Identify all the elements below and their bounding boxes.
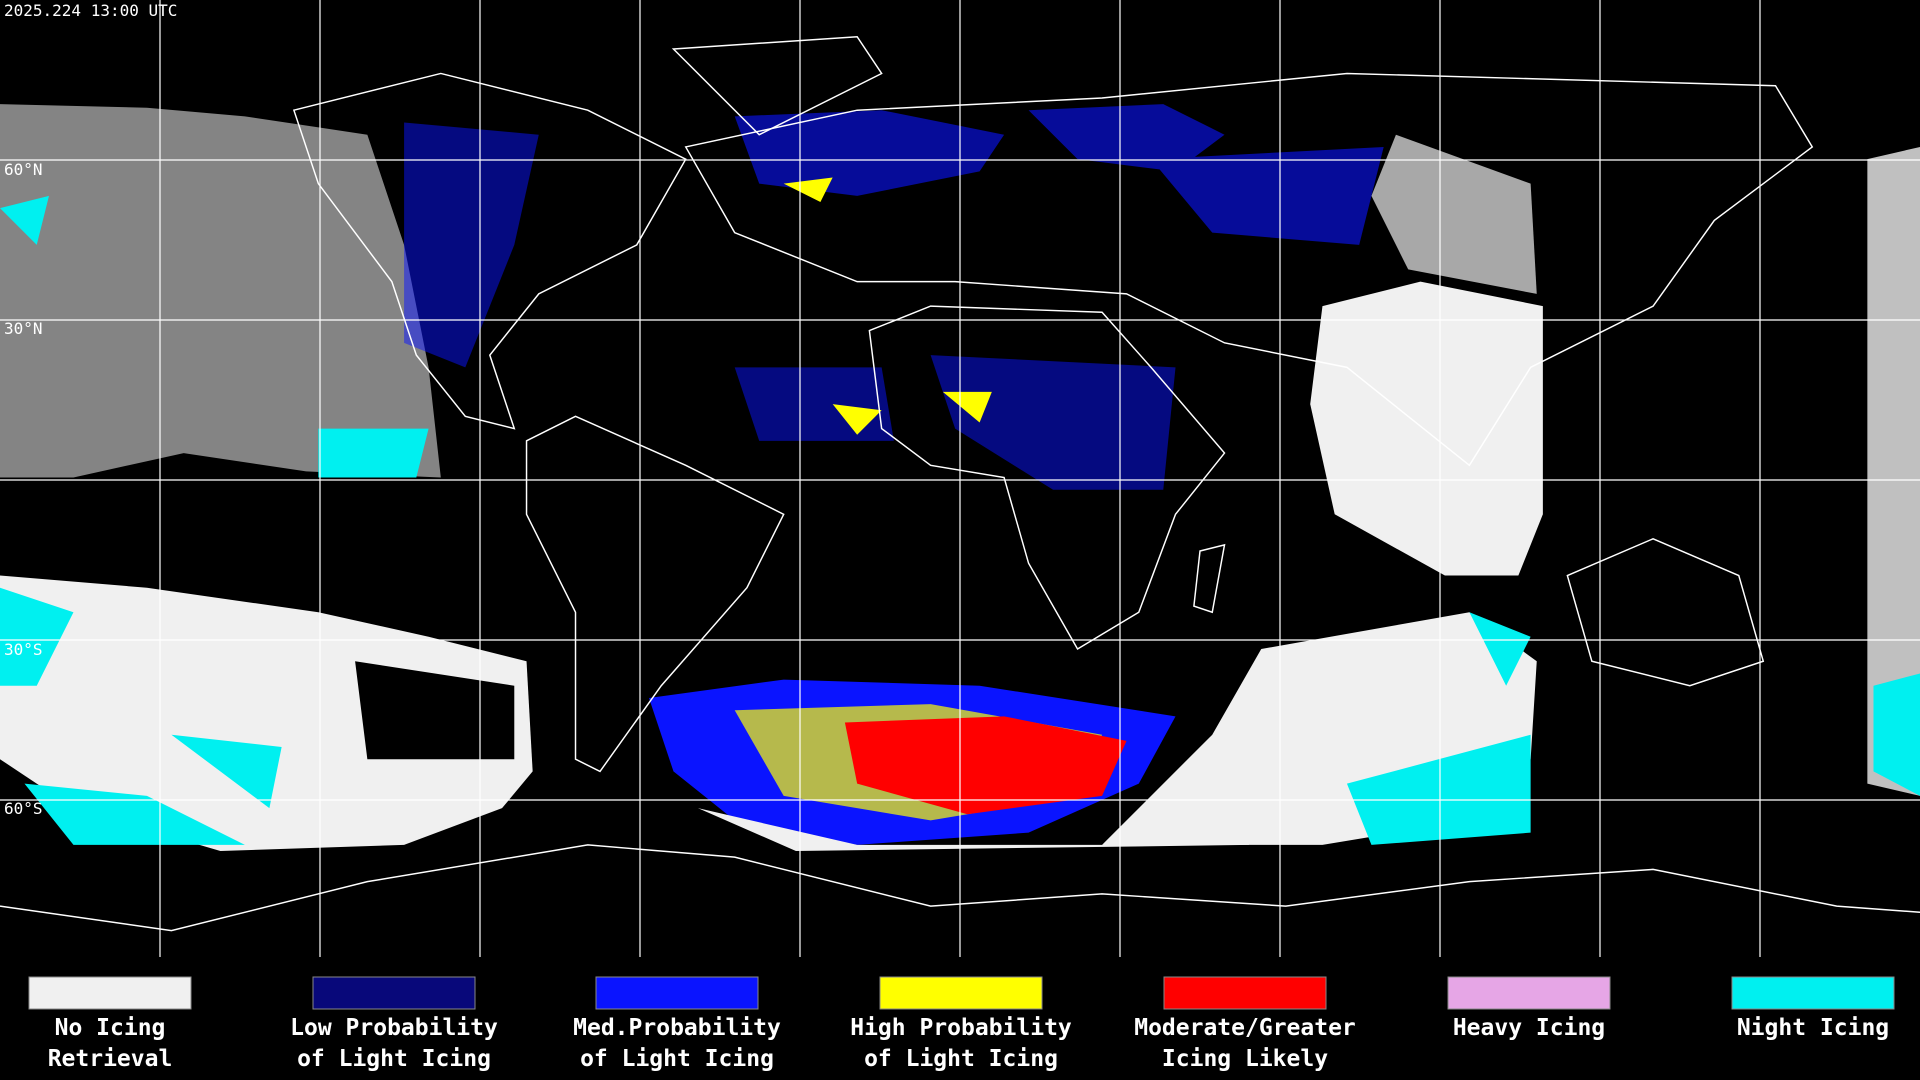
legend-label: Heavy Icing xyxy=(1453,1015,1605,1041)
legend-item: Low Probability of Light Icing xyxy=(290,976,498,1072)
legend-item: Med.Probability of Light Icing xyxy=(573,976,781,1072)
no-icing-area xyxy=(0,104,441,478)
night-icing-area xyxy=(1873,673,1920,796)
no-icing-area xyxy=(1867,146,1920,796)
legend-item: High Probability of Light Icing xyxy=(850,976,1072,1072)
satellite-imagery xyxy=(0,35,1920,932)
icing-area xyxy=(783,177,992,435)
night-icing-area xyxy=(1346,612,1531,845)
latitude-label: 30°S xyxy=(4,640,43,659)
legend-item: Night Icing xyxy=(1731,976,1895,1041)
icing-area xyxy=(734,104,1384,245)
legend-item: Heavy Icing xyxy=(1447,976,1611,1041)
no-icing-area xyxy=(1371,134,1537,294)
legend-item: Moderate/Greater Icing Likely xyxy=(1134,976,1356,1072)
coastline xyxy=(525,415,785,773)
legend-label: Med.Probability xyxy=(573,1015,781,1041)
legend-label: Low Probability xyxy=(290,1015,498,1041)
legend-label: Icing Likely xyxy=(1162,1046,1328,1072)
no-icing-area xyxy=(1310,281,1543,576)
latitude-label: 60°N xyxy=(4,160,43,179)
legend-label: of Light Icing xyxy=(580,1046,774,1072)
coastline xyxy=(868,305,1226,651)
legend-label: of Light Icing xyxy=(297,1046,491,1072)
latitude-label: 60°S xyxy=(4,799,43,818)
icing-area xyxy=(844,716,1127,815)
coastline xyxy=(292,72,687,430)
legend-label: Night Icing xyxy=(1737,1015,1889,1041)
coastline xyxy=(0,844,1920,932)
legend-swatch xyxy=(1447,976,1611,1010)
legend-swatch xyxy=(1163,976,1327,1010)
legend-label: No Icing xyxy=(55,1015,166,1041)
legend-label: Moderate/Greater xyxy=(1134,1015,1356,1041)
no-icing-area xyxy=(697,808,1249,852)
legend-swatch xyxy=(595,976,759,1010)
coastline xyxy=(684,72,1814,467)
legend-swatch xyxy=(312,976,476,1010)
timestamp: 2025.224 13:00 UTC xyxy=(4,1,177,20)
coastline xyxy=(671,35,883,136)
legend-swatch xyxy=(879,976,1043,1010)
coastline xyxy=(1193,543,1226,614)
coastline xyxy=(1566,537,1765,687)
legend-label: of Light Icing xyxy=(864,1046,1058,1072)
graticule xyxy=(0,0,1920,957)
legend-swatch xyxy=(1731,976,1895,1010)
legend-swatch xyxy=(28,976,192,1010)
coastlines xyxy=(0,35,1920,932)
legend-label: Retrieval xyxy=(48,1046,173,1072)
legend-item: No Icing Retrieval xyxy=(28,976,192,1072)
no-icing-area xyxy=(0,575,533,852)
legend-label: High Probability xyxy=(850,1015,1072,1041)
clear-area xyxy=(355,661,515,760)
latitude-label: 30°N xyxy=(4,319,43,338)
